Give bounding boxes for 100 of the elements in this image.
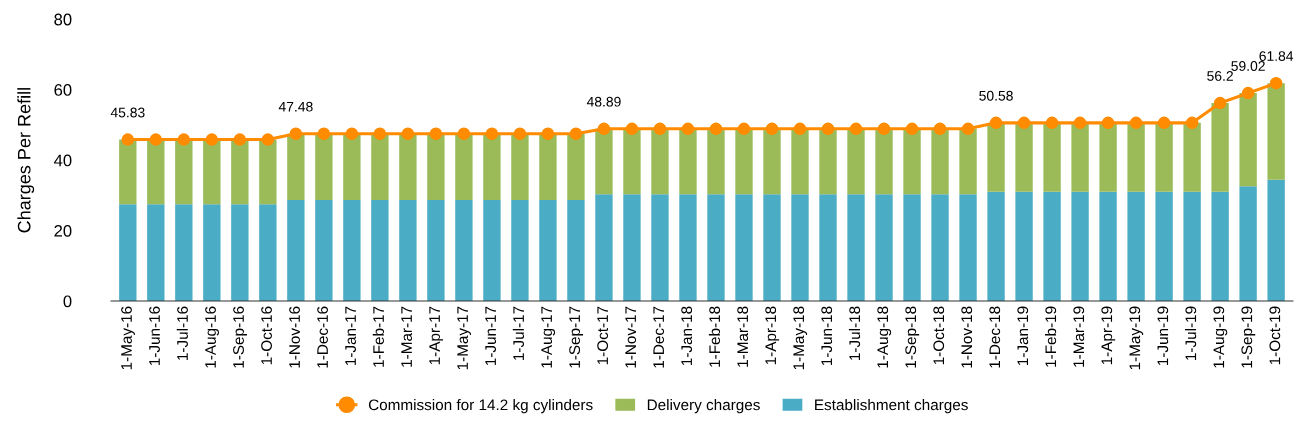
- point: [961, 122, 975, 136]
- x-tick-label: 1-Dec-16: [317, 306, 328, 368]
- bar: [343, 133, 361, 200]
- x-tick-label: 1-Mar-18: [737, 306, 749, 367]
- point: [177, 133, 191, 146]
- bar: [455, 133, 473, 200]
- x-tick-label: 1-Dec-17: [653, 306, 665, 368]
- bar: [735, 194, 753, 302]
- point: [1269, 76, 1283, 90]
- bar: [763, 194, 781, 302]
- point: [625, 122, 639, 136]
- data-label: 47.48: [278, 101, 313, 112]
- point: [933, 122, 947, 136]
- bar: [623, 194, 641, 302]
- point: [317, 127, 331, 141]
- bar: [1043, 191, 1061, 302]
- data-label: 45.83: [110, 107, 145, 118]
- x-tick-label: 1-Apr-17: [429, 306, 444, 365]
- bar: [371, 133, 389, 200]
- bar: [791, 194, 809, 302]
- bar: [259, 139, 277, 205]
- bar: [147, 204, 165, 302]
- bar: [287, 199, 305, 302]
- point: [765, 122, 779, 136]
- x-tick-label: 1-Nov-16: [289, 306, 300, 368]
- point: [1073, 116, 1087, 130]
- x-tick-label: 1-Apr-19: [1101, 306, 1116, 365]
- x-tick-label: 1-Nov-18: [961, 306, 973, 368]
- bar: [931, 128, 949, 195]
- bar: [511, 199, 529, 302]
- point: [737, 122, 751, 136]
- x-tick-label: 1-Jun-16: [149, 306, 160, 366]
- x-tick-label: 1-Feb-18: [708, 306, 721, 367]
- y-axis-title: Charges Per Refill: [17, 88, 35, 233]
- point: [345, 127, 359, 141]
- bar: [399, 133, 417, 200]
- bar: [651, 194, 669, 302]
- y-tick-label: 60: [54, 84, 72, 96]
- bar: [203, 139, 221, 205]
- bar: [987, 191, 1005, 302]
- bar: [1127, 191, 1145, 302]
- bar: [483, 133, 501, 200]
- x-tick-label: 1-Jun-18: [821, 306, 833, 366]
- bar: [231, 139, 249, 205]
- point: [597, 122, 611, 136]
- x-tick-label: 1-Jul-18: [848, 306, 861, 360]
- bar: [567, 199, 585, 302]
- bar: [819, 128, 837, 195]
- bar: [1071, 122, 1089, 192]
- x-tick-label: 1-Mar-19: [1073, 306, 1085, 367]
- x-tick-label: 1-Jul-17: [512, 306, 525, 360]
- bar: [259, 204, 277, 302]
- bar: [1015, 122, 1033, 192]
- point: [513, 127, 527, 141]
- bar: [455, 199, 473, 302]
- bar: [1267, 179, 1285, 302]
- bar: [903, 194, 921, 302]
- y-tick-label: 80: [54, 13, 72, 26]
- point: [121, 133, 135, 146]
- bar: [847, 194, 865, 302]
- bar: [427, 199, 445, 302]
- x-tick-label: 1-Jul-19: [1184, 306, 1197, 360]
- x-tick-label: 1-Oct-16: [261, 306, 272, 365]
- bar: [287, 133, 305, 200]
- bar: [595, 128, 613, 195]
- x-tick-label: 1-Jun-19: [1157, 306, 1169, 366]
- x-tick-label: 1-May-18: [793, 306, 808, 370]
- x-tick-label: 1-May-16: [121, 306, 135, 370]
- x-tick-label: 1-Apr-18: [765, 306, 780, 365]
- point: [681, 122, 695, 136]
- legend-label: Commission for 14.2 kg cylinders: [368, 399, 593, 414]
- bar: [399, 199, 417, 302]
- point: [709, 122, 723, 136]
- bar: [511, 133, 529, 200]
- bar: [175, 204, 193, 302]
- x-tick-label: 1-Aug-16: [205, 306, 219, 368]
- data-label: 50.58: [979, 90, 1013, 101]
- y-tick-label: 40: [53, 154, 72, 167]
- x-tick-label: 1-Aug-17: [541, 306, 556, 368]
- point: [541, 127, 555, 141]
- x-tick-label: 1-Jan-19: [1017, 306, 1029, 366]
- point: [1185, 116, 1199, 130]
- x-tick-label: 1-Sep-19: [1241, 306, 1256, 368]
- point: [233, 133, 247, 146]
- bar: [1183, 191, 1201, 302]
- bar: [315, 199, 333, 302]
- x-tick-label: 1-Jan-18: [681, 306, 693, 366]
- bar: [707, 128, 725, 195]
- bar: [119, 139, 137, 205]
- data-label: 56.2: [1207, 71, 1233, 81]
- data-label: 48.89: [586, 96, 621, 107]
- bar: [679, 194, 697, 302]
- bar: [679, 128, 697, 195]
- bar: [1211, 103, 1229, 192]
- point: [1157, 116, 1171, 130]
- x-tick-label: 1-Mar-17: [401, 306, 412, 367]
- x-tick-label: 1-Oct-17: [597, 306, 609, 365]
- bar: [623, 128, 641, 195]
- bar: [1267, 83, 1285, 180]
- bar: [539, 199, 557, 302]
